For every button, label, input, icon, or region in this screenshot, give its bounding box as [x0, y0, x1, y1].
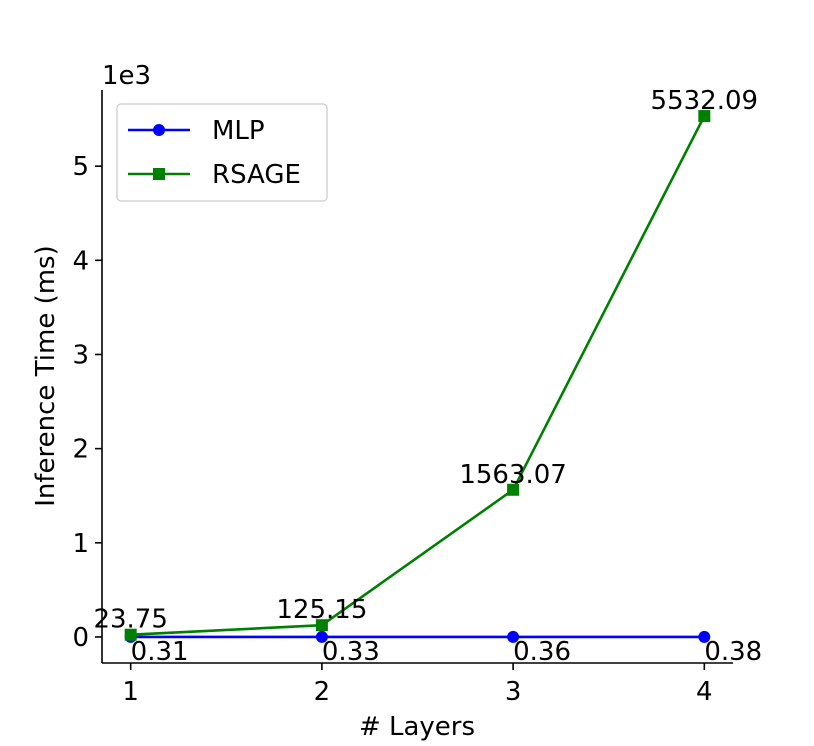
legend: MLP RSAGE: [116, 103, 328, 202]
mlp-series: 0.31 0.33 0.36 0.38: [124, 630, 762, 667]
rsage-point: [698, 110, 711, 123]
mlp-data-label: 0.33: [322, 637, 380, 667]
mlp-point: [698, 630, 711, 643]
legend-box: [116, 103, 328, 202]
rsage-data-label: 1563.07: [459, 460, 567, 490]
y-tick-label: 4: [72, 246, 89, 276]
y-tick-label: 2: [72, 435, 89, 465]
rsage-data-label: 23.75: [93, 605, 167, 635]
x-ticks: 1 2 3 4: [122, 663, 713, 707]
legend-mlp-marker: [153, 124, 165, 136]
mlp-point: [315, 630, 328, 643]
x-tick-label: 1: [122, 677, 139, 707]
rsage-data-label: 125.15: [276, 595, 367, 625]
y-offset-label: 1e3: [102, 61, 151, 91]
legend-mlp-label: MLP: [212, 116, 265, 146]
rsage-data-label: 5532.09: [651, 86, 759, 116]
rsage-point: [315, 619, 328, 632]
legend-rsage-label: RSAGE: [212, 160, 301, 190]
mlp-data-label: 0.31: [131, 637, 189, 667]
mlp-point: [507, 630, 520, 643]
x-tick-label: 3: [505, 677, 522, 707]
rsage-line: [130, 115, 706, 637]
series-layer: 0.31 0.33 0.36 0.38 23.75 125.15 1563.07 5532.0…: [93, 86, 762, 667]
y-tick-label: 1: [72, 529, 89, 559]
x-tick-label: 2: [314, 677, 331, 707]
x-axis-title: # Layers: [359, 712, 475, 742]
rsage-point: [507, 483, 520, 496]
mlp-data-label: 0.38: [704, 637, 762, 667]
rsage-series: 23.75 125.15 1563.07 5532.09: [93, 86, 758, 641]
rsage-point: [124, 628, 137, 641]
y-tick-label: 3: [72, 340, 89, 370]
y-axis-title: Inference Time (ms): [31, 245, 61, 507]
x-tick-label: 4: [696, 677, 713, 707]
y-tick-label: 0: [72, 623, 89, 653]
mlp-data-label: 0.36: [513, 637, 571, 667]
y-ticks: 0 1 2 3 4 5: [72, 152, 102, 653]
legend-rsage-marker: [153, 168, 165, 180]
y-tick-label: 5: [72, 152, 89, 182]
axes: [101, 90, 733, 664]
